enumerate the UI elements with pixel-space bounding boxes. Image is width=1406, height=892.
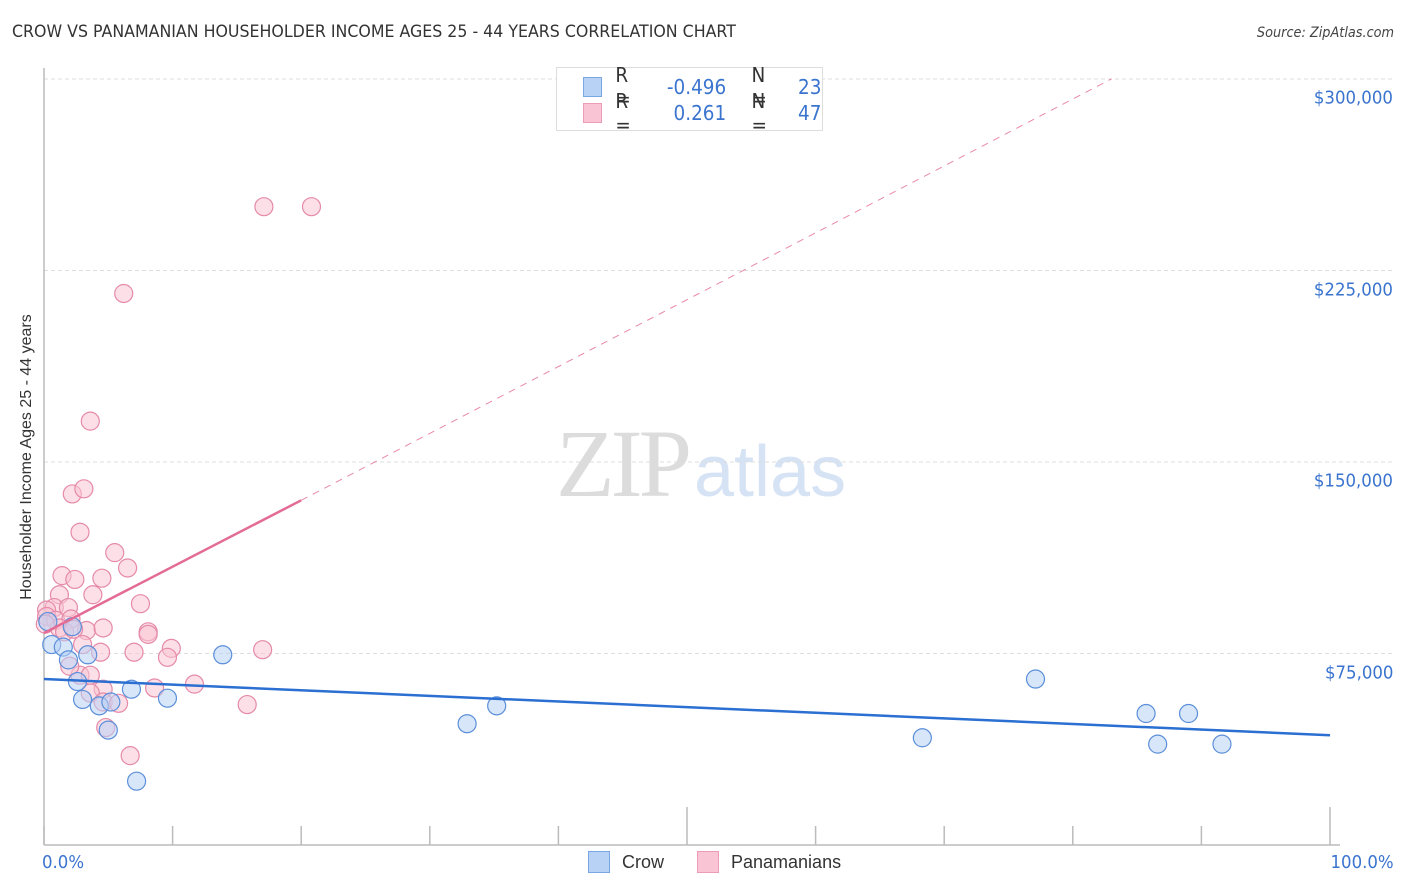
crow-point bbox=[98, 720, 118, 740]
panamanian-point bbox=[120, 746, 140, 766]
panamanian-point bbox=[83, 585, 103, 605]
crow-trendline bbox=[43, 677, 1331, 737]
crow-point bbox=[78, 645, 98, 665]
panamanian-point bbox=[114, 283, 134, 304]
n-label: N = bbox=[751, 63, 767, 111]
panamanian-point bbox=[80, 411, 100, 431]
crow-point bbox=[1148, 734, 1168, 754]
crow-point bbox=[58, 650, 79, 670]
crow-swatch-icon bbox=[588, 851, 610, 873]
r-label: R = bbox=[615, 63, 632, 111]
crow-point bbox=[157, 688, 178, 708]
legend-row-crow: R = -0.496 N = 23 bbox=[583, 63, 822, 111]
panamanian-trendline-extension bbox=[300, 78, 1112, 501]
panamanian-point bbox=[124, 642, 144, 662]
crow-point bbox=[72, 689, 93, 710]
n-label: N = bbox=[751, 89, 767, 137]
y-tick-label: $75,000 bbox=[1324, 662, 1393, 683]
legend-label-panamanians: Panamanians bbox=[731, 851, 842, 872]
panamanian-point bbox=[301, 197, 322, 217]
crow-swatch-icon bbox=[583, 77, 603, 97]
panamanian-point bbox=[117, 558, 138, 578]
y-tick-label: $300,000 bbox=[1313, 87, 1393, 109]
panamanians-swatch-icon bbox=[697, 851, 719, 873]
panamanian-point bbox=[130, 594, 151, 614]
n-value-panamanians: 47 bbox=[797, 101, 821, 125]
chart-title: CROW VS PANAMANIAN HOUSEHOLDER INCOME AG… bbox=[12, 22, 736, 42]
y-tick-label: $225,000 bbox=[1313, 279, 1393, 300]
crow-point bbox=[121, 679, 142, 699]
legend-item-panamanians[interactable]: Panamanians bbox=[697, 851, 841, 873]
panamanian-point bbox=[65, 569, 85, 590]
crow-point bbox=[1178, 703, 1199, 724]
panamanian-point bbox=[74, 479, 94, 499]
r-label: R = bbox=[615, 89, 632, 137]
r-value-panamanians: 0.261 bbox=[673, 101, 727, 125]
crow-point bbox=[487, 696, 507, 716]
x-axis-max-label: 100.0% bbox=[1330, 852, 1394, 873]
y-axis-label: Householder Income Ages 25 - 44 years bbox=[18, 314, 35, 600]
panamanian-trendline bbox=[43, 499, 302, 635]
crow-point bbox=[1136, 703, 1156, 724]
panamanian-point bbox=[254, 197, 274, 217]
crow-point bbox=[1212, 734, 1232, 754]
legend-item-crow[interactable]: Crow bbox=[588, 851, 664, 873]
r-value-crow: -0.496 bbox=[667, 75, 727, 99]
panamanian-point bbox=[138, 624, 158, 644]
n-value-crow: 23 bbox=[797, 75, 821, 99]
y-tick-label: $150,000 bbox=[1313, 470, 1393, 492]
x-axis-min-label: 0.0% bbox=[42, 852, 85, 873]
panamanians-swatch-icon bbox=[583, 103, 603, 123]
crow-point bbox=[1025, 669, 1046, 689]
panamanian-point bbox=[70, 522, 90, 542]
panamanian-point bbox=[105, 543, 125, 563]
crow-point bbox=[101, 692, 121, 712]
panamanian-point bbox=[253, 640, 273, 660]
crow-point bbox=[213, 645, 233, 665]
panamanian-point bbox=[92, 568, 112, 588]
crow-point bbox=[457, 714, 477, 734]
panamanian-point bbox=[237, 694, 257, 715]
panamanian-point bbox=[93, 618, 113, 638]
crow-point bbox=[126, 771, 147, 791]
source-label: Source: ZipAtlas.com bbox=[1256, 25, 1394, 41]
crow-point bbox=[912, 728, 932, 748]
panamanian-point bbox=[157, 647, 178, 667]
legend-row-panamanians: R = 0.261 N = 47 bbox=[583, 89, 822, 137]
correlation-legend: R = -0.496 N = 23 R = 0.261 N = 47 bbox=[556, 63, 823, 137]
legend-label-crow: Crow bbox=[622, 851, 665, 872]
